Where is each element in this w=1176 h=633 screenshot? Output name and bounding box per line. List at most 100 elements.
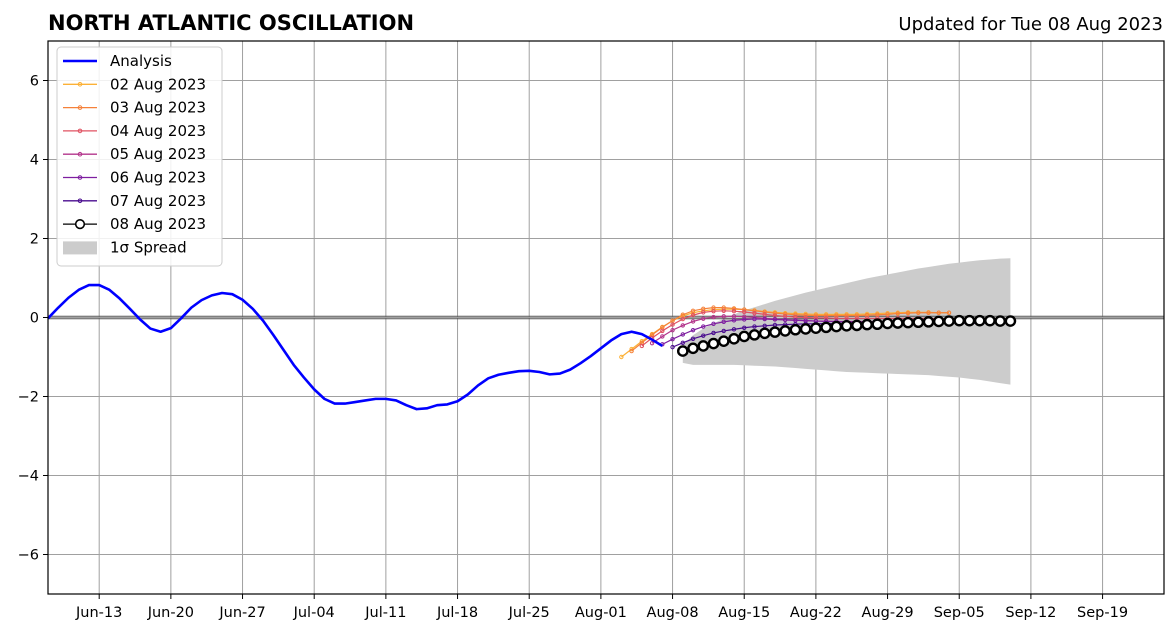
analysis-series-line — [47, 283, 663, 411]
series-point — [697, 340, 710, 352]
x-tick-label: Jul-04 — [293, 605, 335, 621]
series-point — [676, 345, 689, 357]
legend: Analysis 02 Aug 2023 03 Aug 2023 04 Aug 202… — [56, 46, 223, 267]
series-point — [680, 312, 685, 317]
series-point — [711, 330, 716, 336]
legend-label: 07 Aug 2023 — [110, 192, 206, 210]
y-tick-label: −6 — [18, 548, 39, 564]
series-point — [731, 318, 737, 323]
series-point — [670, 337, 675, 342]
series-point — [789, 323, 802, 336]
series-point — [752, 308, 757, 313]
x-tick-label: Jun-20 — [147, 605, 194, 621]
chart-subtitle: Updated for Tue 08 Aug 2023 — [898, 14, 1163, 35]
series-point — [687, 342, 699, 355]
y-tick-label: −2 — [18, 390, 39, 406]
series-point — [885, 312, 890, 317]
series-point — [803, 312, 808, 318]
x-tick-label: Jul-11 — [364, 605, 406, 621]
series-point — [680, 323, 685, 328]
series-point — [762, 323, 767, 328]
series-point — [649, 340, 655, 346]
series-point — [721, 314, 726, 319]
series-lines — [619, 305, 1017, 360]
series-point — [690, 336, 696, 342]
series-point — [905, 310, 911, 316]
legend-swatch-marker — [77, 82, 83, 87]
legend-swatch-marker — [77, 105, 83, 110]
series-point — [711, 314, 716, 320]
series-point — [1004, 315, 1017, 327]
legend-item-analysis: Analysis — [63, 52, 172, 70]
x-tick-label: Aug-29 — [862, 605, 914, 621]
series-point — [731, 327, 737, 332]
legend-swatch-marker — [77, 128, 83, 134]
series-point — [834, 313, 839, 318]
series-point — [670, 322, 675, 327]
series-point — [973, 314, 986, 327]
series-point — [851, 319, 863, 332]
series-point — [881, 317, 894, 330]
legend-label: 06 Aug 2023 — [110, 169, 206, 187]
legend-label: 08 Aug 2023 — [110, 215, 206, 233]
x-tick-label: Jul-25 — [508, 605, 550, 621]
series-point — [711, 321, 716, 327]
y-tick-label: 0 — [30, 311, 39, 327]
legend-item-series-4: 06 Aug 2023 — [63, 169, 206, 187]
series-point — [762, 316, 767, 322]
series-point — [861, 318, 873, 331]
y-tick-label: 4 — [30, 153, 39, 169]
series-point — [946, 310, 952, 315]
series-point — [772, 310, 778, 316]
series-point — [742, 307, 747, 312]
series-point — [793, 312, 798, 317]
series-point — [963, 314, 976, 327]
chart-title: NORTH ATLANTIC OSCILLATION — [48, 11, 414, 35]
series-point — [742, 325, 747, 330]
series-point — [670, 344, 675, 350]
series-point — [932, 315, 945, 328]
series-point — [680, 340, 685, 345]
series-point — [922, 316, 935, 328]
series-point — [953, 314, 966, 327]
series-point — [717, 335, 730, 348]
legend-item-series-1: 03 Aug 2023 — [63, 99, 206, 117]
series-point — [912, 316, 925, 329]
y-axis: −6 −4 −2 0 2 4 6 — [18, 74, 48, 564]
series-point — [707, 337, 720, 350]
series-point — [742, 314, 747, 319]
legend-label: 05 Aug 2023 — [110, 145, 206, 163]
legend-label: 03 Aug 2023 — [110, 99, 206, 117]
series-point — [731, 314, 737, 319]
series-point — [690, 319, 696, 324]
series-point — [840, 319, 853, 332]
series-point — [854, 313, 860, 318]
y-tick-label: 2 — [30, 232, 39, 248]
series-point — [738, 330, 751, 343]
series-point — [762, 312, 767, 317]
series-point — [660, 334, 665, 339]
series-point — [670, 327, 675, 333]
series-point — [680, 316, 685, 322]
x-tick-label: Jul-18 — [436, 605, 478, 621]
series-point — [680, 332, 685, 337]
series-point — [758, 327, 771, 340]
legend-box — [56, 46, 223, 267]
x-tick-label: Aug-08 — [647, 605, 699, 621]
series-point — [793, 318, 798, 323]
legend-swatch-marker — [77, 198, 83, 204]
legend-item-series-3: 05 Aug 2023 — [63, 145, 206, 163]
series-point — [711, 308, 716, 314]
series-point — [769, 326, 781, 338]
series-point — [670, 318, 675, 323]
series-point — [752, 310, 757, 316]
series-point — [799, 323, 812, 335]
series-point — [762, 309, 767, 315]
series-point — [731, 308, 737, 314]
forecast-series-6 — [676, 314, 1017, 357]
legend-label: 02 Aug 2023 — [110, 75, 206, 93]
series-point — [629, 348, 634, 354]
x-tick-label: Sep-12 — [1005, 605, 1056, 621]
legend-swatch-marker — [74, 219, 86, 230]
